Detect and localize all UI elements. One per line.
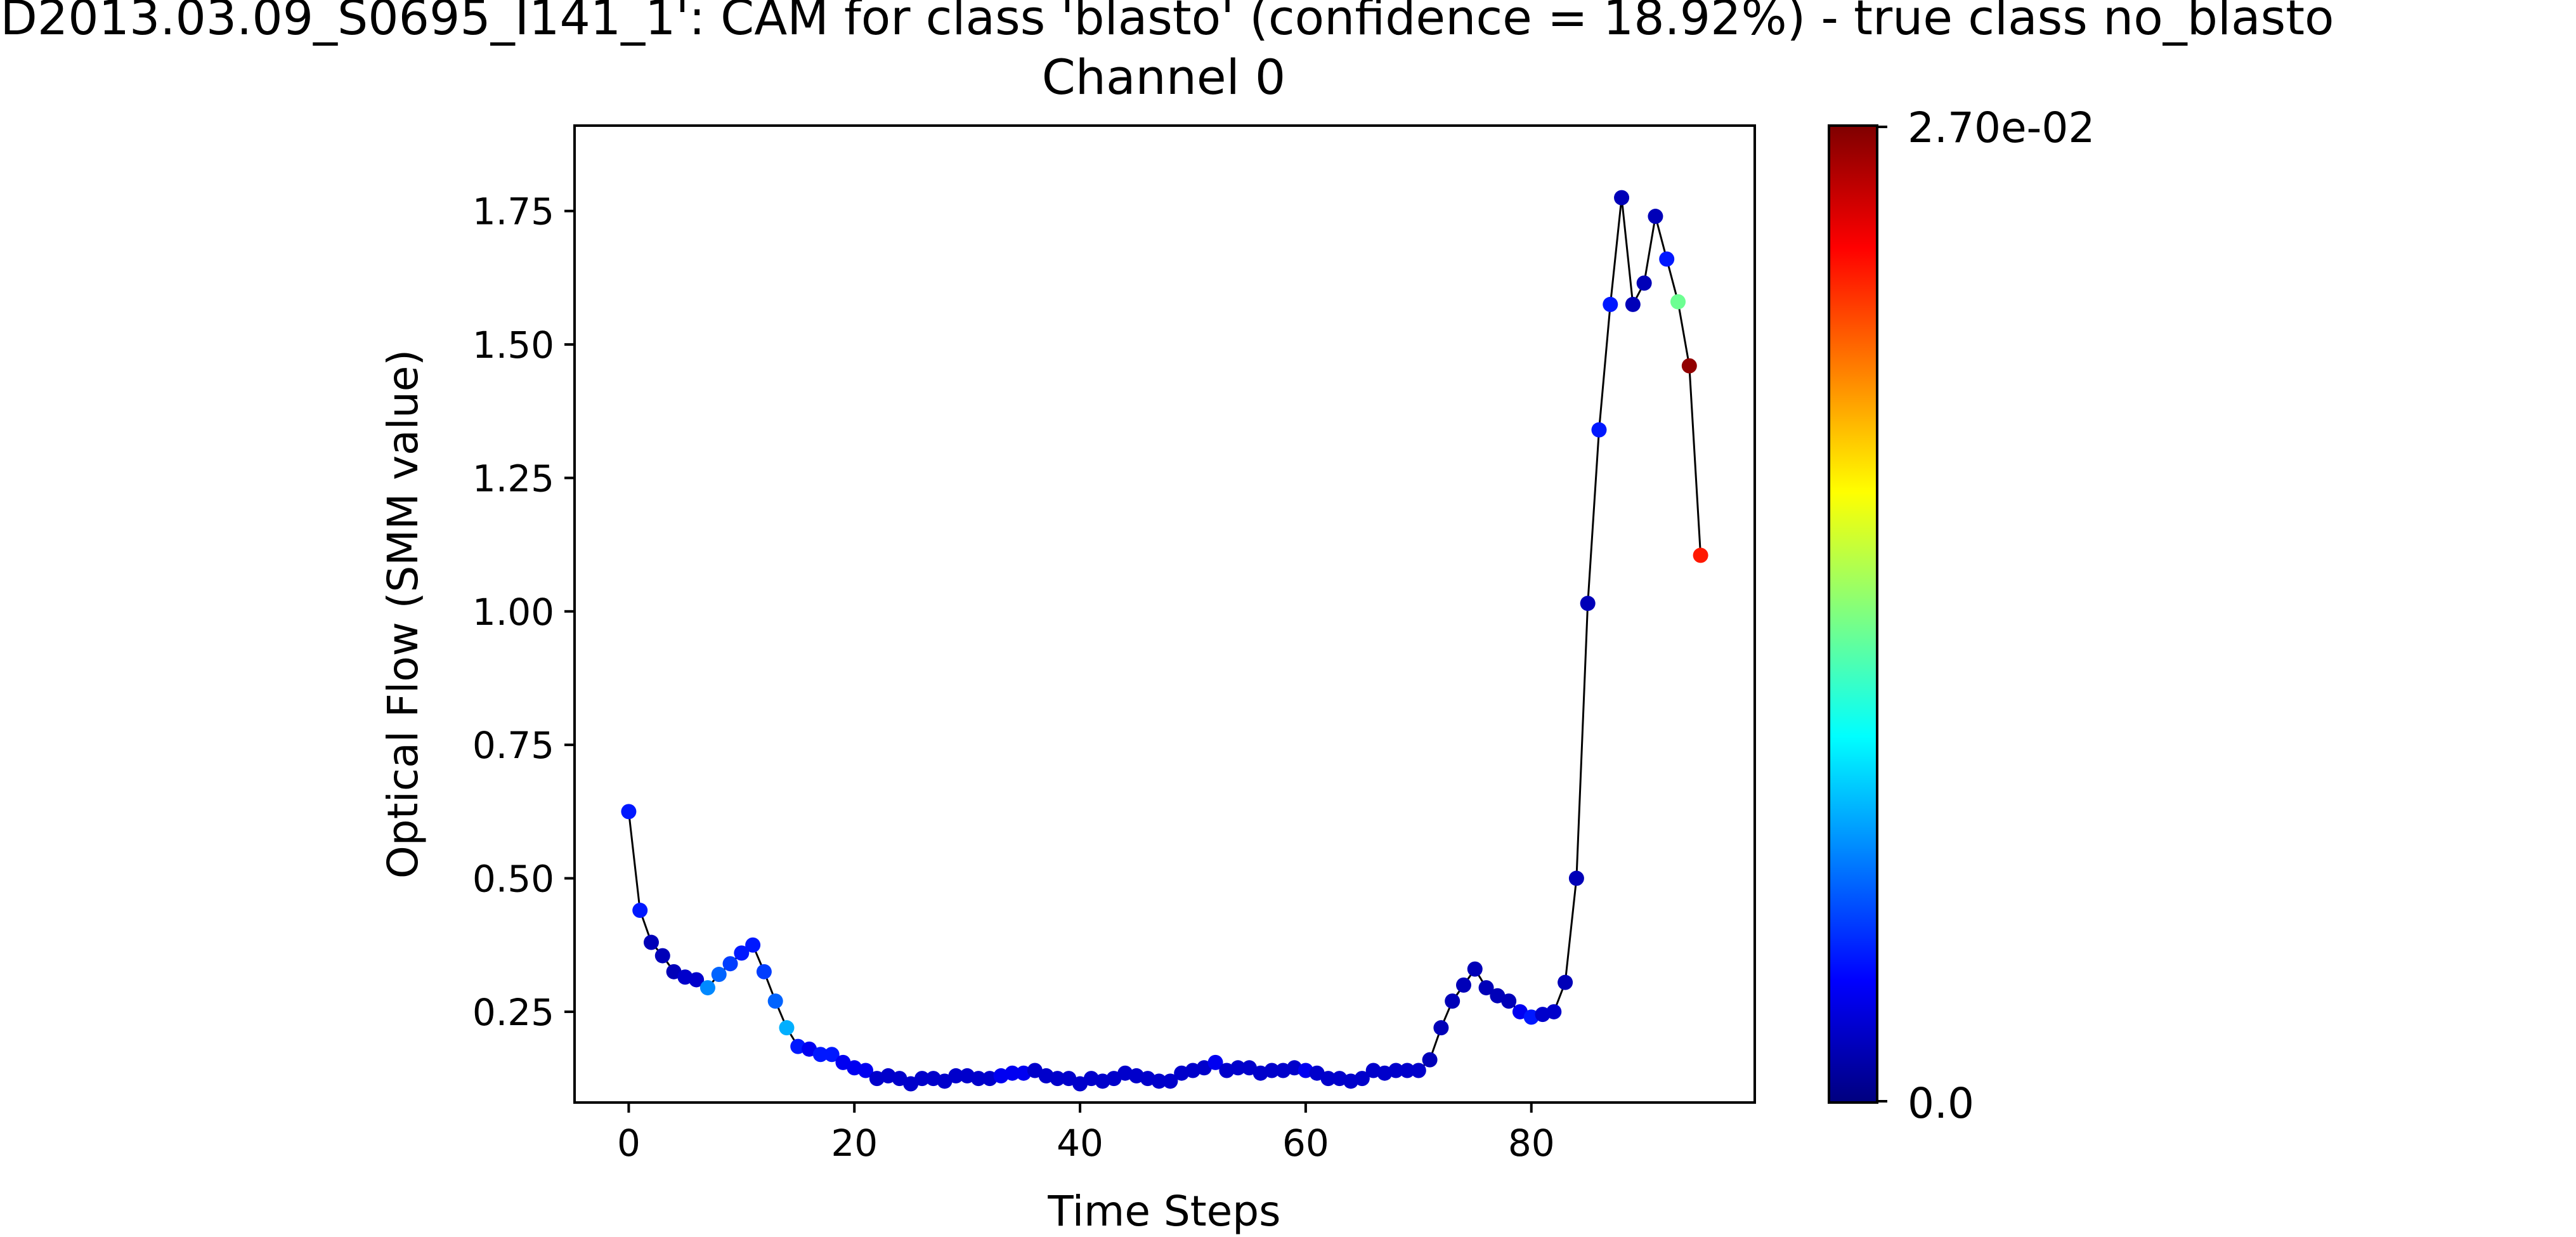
data-point — [1501, 993, 1517, 1009]
data-point — [1445, 993, 1460, 1009]
data-point — [711, 967, 727, 983]
data-point — [1580, 596, 1596, 612]
plot-frame — [573, 124, 1756, 1104]
y-axis-label: Optical Flow (SMM value) — [379, 350, 427, 879]
data-point — [1433, 1020, 1449, 1036]
data-point — [1207, 1054, 1223, 1070]
data-point — [1558, 974, 1573, 990]
y-tick-label: 1.50 — [472, 324, 554, 367]
data-point — [621, 804, 637, 820]
data-point — [1681, 358, 1697, 374]
data-point — [1670, 294, 1686, 310]
data-point — [1354, 1071, 1370, 1087]
data-point — [1648, 209, 1663, 225]
data-point — [1636, 275, 1652, 291]
colorbar-max-label: 2.70e-02 — [1908, 103, 2095, 152]
data-point — [835, 1054, 851, 1070]
data-point — [689, 972, 705, 988]
data-point — [858, 1063, 874, 1078]
colorbar-frame — [1828, 124, 1878, 1104]
data-point — [1400, 1063, 1415, 1078]
data-point — [1591, 422, 1607, 438]
chart-subtitle: Channel 0 — [1042, 49, 1286, 105]
data-point — [1106, 1071, 1122, 1087]
y-tick-label: 0.25 — [472, 991, 554, 1034]
data-point — [643, 934, 659, 950]
x-tick-label: 40 — [1057, 1122, 1103, 1165]
y-axis: 0.25 0.50 0.75 1.00 1.25 1.50 1.75 — [472, 190, 575, 1034]
data-point — [1625, 296, 1641, 312]
data-point — [1388, 1063, 1404, 1078]
data-point — [1027, 1063, 1043, 1078]
x-tick-label: 80 — [1508, 1122, 1555, 1165]
data-point — [1568, 870, 1584, 886]
data-point — [722, 956, 738, 972]
data-point — [1309, 1065, 1325, 1081]
data-point — [812, 1047, 828, 1063]
data-point — [1196, 1060, 1212, 1076]
data-point — [666, 964, 682, 979]
x-tick-label: 0 — [617, 1122, 641, 1165]
data-point — [1478, 980, 1494, 996]
data-point — [1512, 1004, 1528, 1019]
data-point — [1241, 1060, 1257, 1076]
data-point — [1693, 547, 1708, 563]
data-point — [1264, 1063, 1280, 1078]
data-point — [1162, 1073, 1178, 1089]
data-point — [1467, 961, 1483, 977]
data-point — [1005, 1065, 1020, 1081]
data-point — [1490, 988, 1506, 1004]
x-axis-label: Time Steps — [1047, 1187, 1280, 1236]
x-tick-label: 20 — [831, 1122, 878, 1165]
y-tick-label: 1.75 — [472, 190, 554, 233]
y-tick-label: 0.50 — [472, 858, 554, 901]
data-point — [734, 945, 750, 961]
data-point — [970, 1071, 986, 1087]
data-point — [914, 1071, 930, 1087]
data-point — [654, 948, 670, 964]
data-point — [1230, 1060, 1246, 1076]
y-tick-label: 0.75 — [472, 724, 554, 767]
data-point — [1072, 1076, 1088, 1092]
y-tick-label: 1.25 — [472, 457, 554, 500]
data-point — [1614, 190, 1630, 206]
data-point — [1603, 296, 1618, 312]
data-point — [1422, 1052, 1438, 1068]
data-point — [1061, 1071, 1077, 1087]
data-point — [1455, 977, 1471, 993]
data-point — [1410, 1063, 1426, 1078]
data-point — [756, 964, 772, 979]
y-tick-label: 1.00 — [472, 591, 554, 634]
series-line — [627, 197, 1702, 1085]
data-point — [892, 1071, 907, 1087]
data-point — [802, 1041, 817, 1057]
data-point — [1320, 1071, 1336, 1087]
chart-title: 'D2013.03.09_S0695_I141_1': CAM for clas… — [0, 0, 2334, 46]
data-point — [948, 1068, 964, 1083]
data-point — [1151, 1073, 1167, 1089]
data-point — [1050, 1071, 1065, 1087]
x-tick-label: 60 — [1282, 1122, 1329, 1165]
data-point — [937, 1073, 953, 1089]
colorbar-min-label: 0.0 — [1908, 1079, 1974, 1128]
data-point — [903, 1076, 919, 1092]
colorbar-gradient — [1829, 126, 1877, 1103]
data-point — [767, 993, 783, 1009]
plot-area: 0 20 40 60 80 0.25 0.50 0.75 1.00 1.25 1.50 1.75 — [472, 124, 1756, 1165]
data-point — [745, 937, 761, 953]
x-axis: 0 20 40 60 80 — [617, 1103, 1555, 1165]
data-point — [824, 1047, 840, 1063]
data-point — [1546, 1004, 1562, 1019]
data-point — [779, 1020, 795, 1036]
data-point — [699, 980, 715, 996]
data-point — [632, 903, 648, 919]
data-point — [1659, 251, 1675, 267]
colorbar: 2.70e-02 0.0 — [1828, 103, 2095, 1128]
series-layer — [621, 190, 1708, 1092]
